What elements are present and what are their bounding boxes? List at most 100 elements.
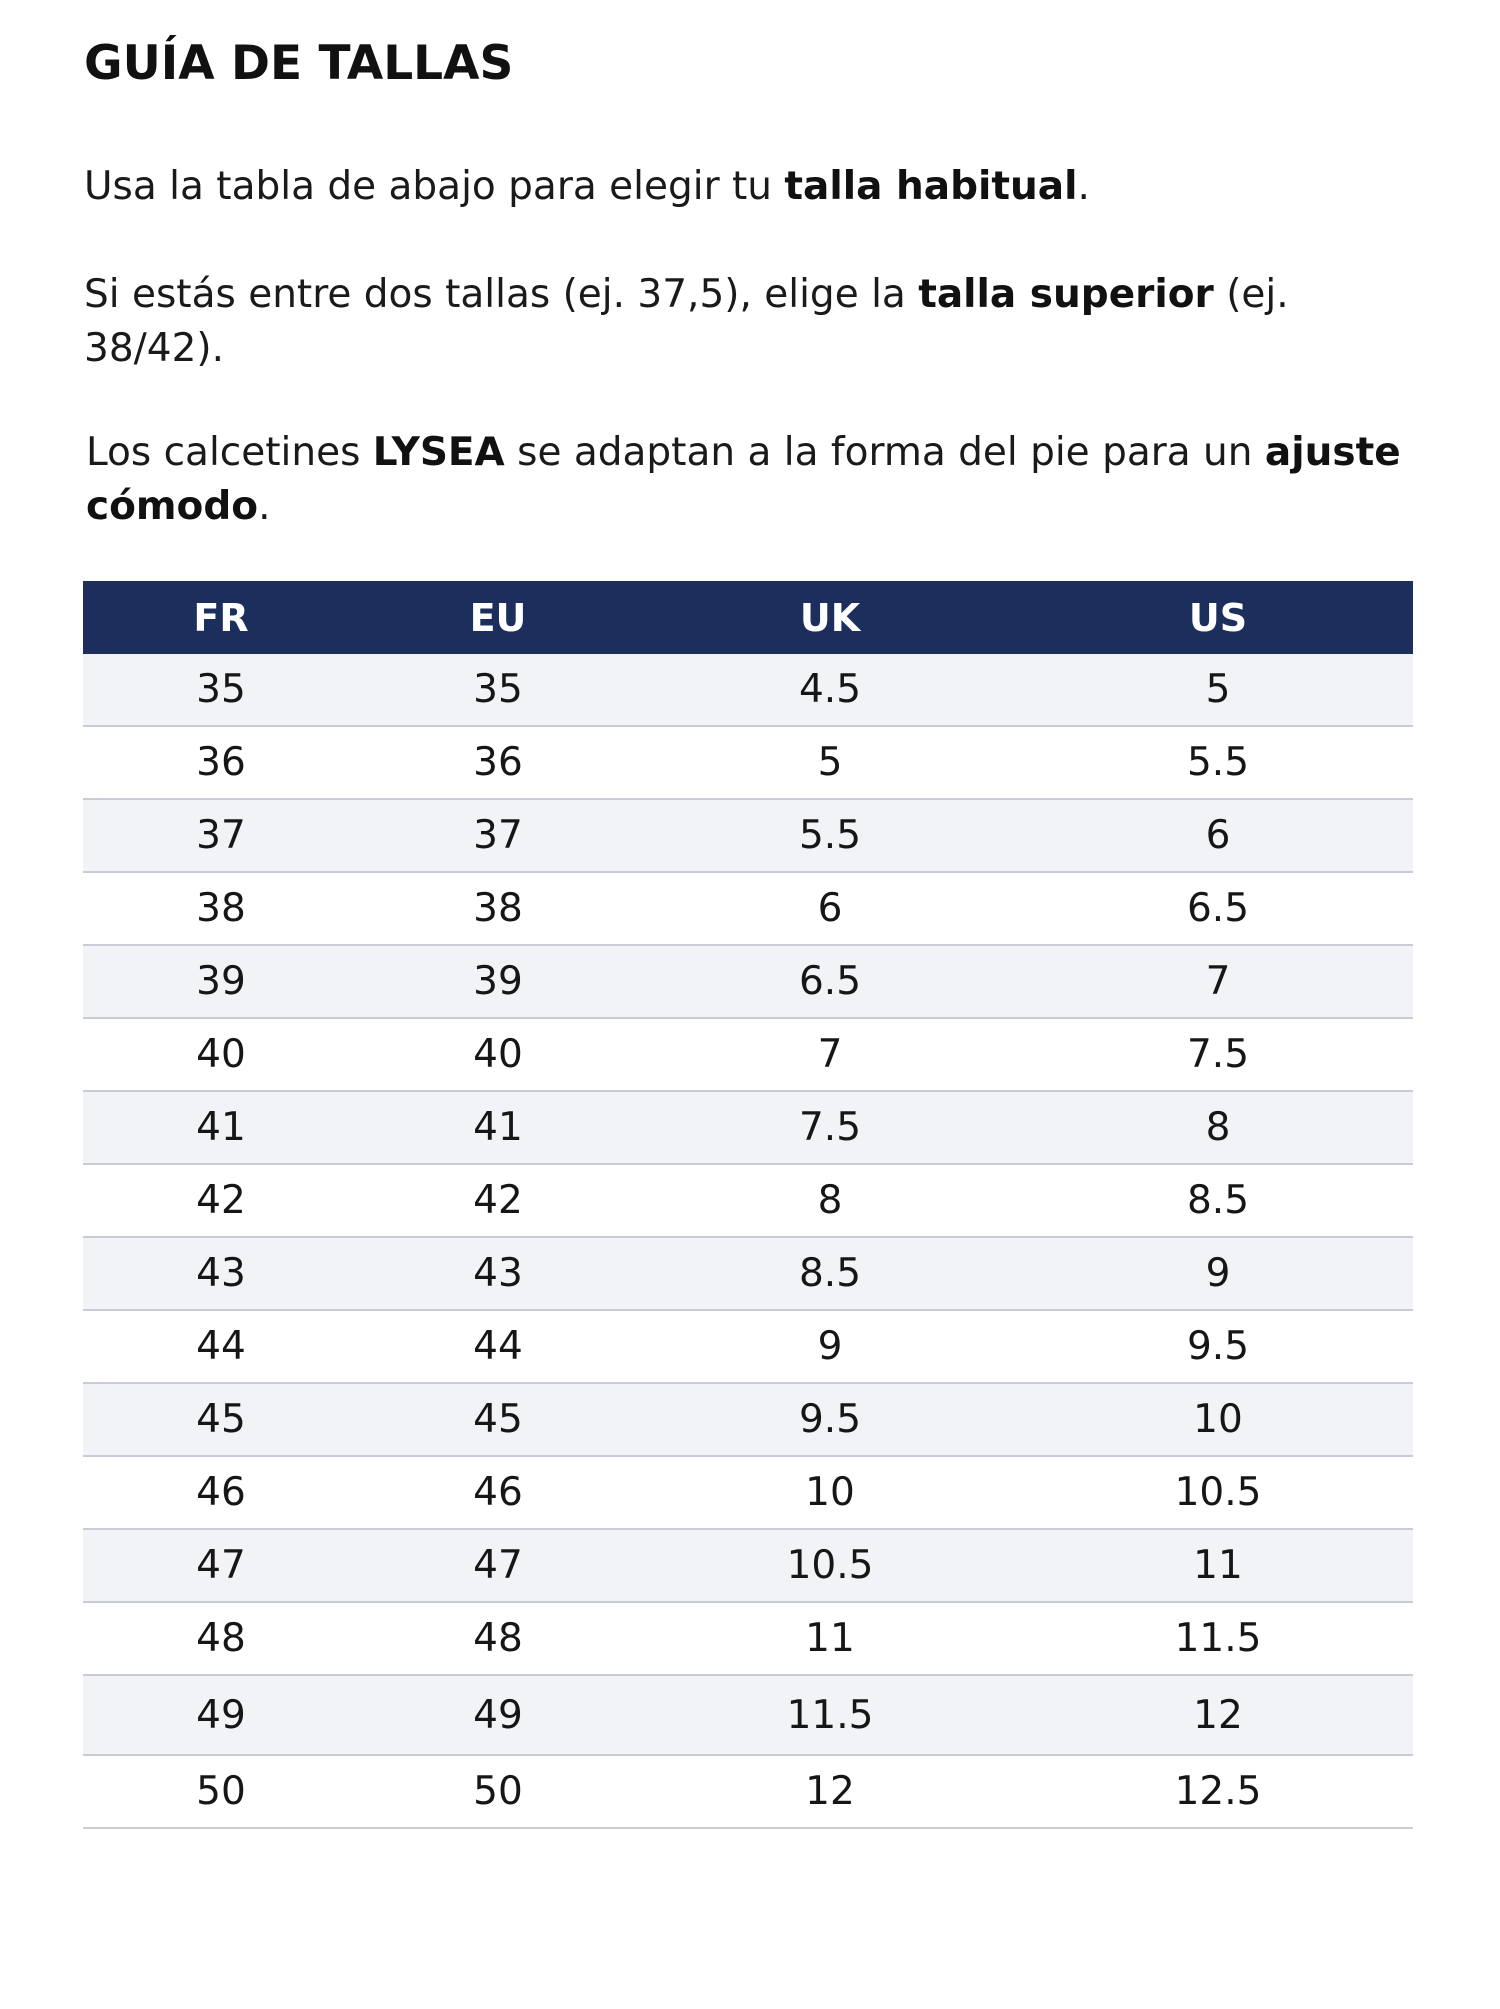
table-row: 42 42 8 8.5 (83, 1164, 1413, 1238)
between-sizes-emphasis: talla superior (918, 272, 1214, 317)
cell-us: 11.5 (1023, 1602, 1413, 1676)
cell-fr: 41 (83, 1091, 359, 1165)
cell-fr: 44 (83, 1310, 359, 1384)
intro-paragraph: Usa la tabla de abajo para elegir tu tal… (84, 160, 1424, 214)
cell-eu: 43 (359, 1237, 637, 1311)
cell-eu: 36 (359, 726, 637, 800)
cell-eu: 50 (359, 1755, 637, 1829)
cell-us: 8 (1023, 1091, 1413, 1165)
page-title: GUÍA DE TALLAS (84, 36, 514, 91)
fit-text-middle: se adaptan a la forma del pie para un (504, 430, 1265, 475)
fit-text: Los calcetines (86, 430, 373, 475)
cell-uk: 11 (637, 1602, 1023, 1676)
cell-fr: 40 (83, 1018, 359, 1092)
cell-fr: 45 (83, 1383, 359, 1457)
cell-uk: 10.5 (637, 1529, 1023, 1603)
size-table: FR EU UK US 35 35 4.5 5 36 36 5 5.5 37 37 5.5 6 38 38… (83, 581, 1413, 1829)
cell-us: 11 (1023, 1529, 1413, 1603)
cell-fr: 36 (83, 726, 359, 800)
cell-us: 7.5 (1023, 1018, 1413, 1092)
cell-fr: 43 (83, 1237, 359, 1311)
table-row: 48 48 11 11.5 (83, 1602, 1413, 1676)
header-uk: UK (637, 581, 1023, 654)
table-row: 47 47 10.5 11 (83, 1529, 1413, 1603)
cell-fr: 50 (83, 1755, 359, 1829)
table-row: 36 36 5 5.5 (83, 726, 1413, 800)
intro-text-end: . (1077, 164, 1090, 209)
cell-uk: 6 (637, 872, 1023, 946)
cell-uk: 4.5 (637, 654, 1023, 727)
cell-us: 12 (1023, 1675, 1413, 1756)
between-sizes-text: Si estás entre dos tallas (ej. 37,5), el… (84, 272, 919, 317)
table-row: 39 39 6.5 7 (83, 945, 1413, 1019)
cell-us: 5.5 (1023, 726, 1413, 800)
cell-us: 7 (1023, 945, 1413, 1019)
cell-uk: 8.5 (637, 1237, 1023, 1311)
fit-emphasis: ajuste cómodo (86, 430, 1401, 529)
brand-name: LYSEA (372, 430, 505, 475)
table-row: 45 45 9.5 10 (83, 1383, 1413, 1457)
table-row: 41 41 7.5 8 (83, 1091, 1413, 1165)
cell-us: 9.5 (1023, 1310, 1413, 1384)
cell-us: 12.5 (1023, 1755, 1413, 1829)
cell-uk: 10 (637, 1456, 1023, 1530)
cell-eu: 42 (359, 1164, 637, 1238)
cell-uk: 8 (637, 1164, 1023, 1238)
table-row: 43 43 8.5 9 (83, 1237, 1413, 1311)
cell-fr: 37 (83, 799, 359, 873)
cell-eu: 46 (359, 1456, 637, 1530)
cell-us: 10 (1023, 1383, 1413, 1457)
cell-uk: 9 (637, 1310, 1023, 1384)
cell-us: 6 (1023, 799, 1413, 873)
cell-us: 8.5 (1023, 1164, 1413, 1238)
cell-us: 10.5 (1023, 1456, 1413, 1530)
between-sizes-text-end: (ej. 38/42). (84, 272, 1289, 371)
cell-uk: 11.5 (637, 1675, 1023, 1756)
header-us: US (1023, 581, 1413, 654)
cell-eu: 37 (359, 799, 637, 873)
table-row: 38 38 6 6.5 (83, 872, 1413, 946)
fit-text-end: . (258, 484, 271, 529)
cell-eu: 49 (359, 1675, 637, 1756)
cell-uk: 7.5 (637, 1091, 1023, 1165)
cell-uk: 7 (637, 1018, 1023, 1092)
intro-emphasis: talla habitual (784, 164, 1078, 209)
table-row: 37 37 5.5 6 (83, 799, 1413, 873)
cell-fr: 39 (83, 945, 359, 1019)
table-row: 50 50 12 12.5 (83, 1755, 1413, 1829)
cell-fr: 42 (83, 1164, 359, 1238)
table-row: 46 46 10 10.5 (83, 1456, 1413, 1530)
cell-eu: 48 (359, 1602, 637, 1676)
table-row: 44 44 9 9.5 (83, 1310, 1413, 1384)
table-row: 35 35 4.5 5 (83, 654, 1413, 727)
table-row: 49 49 11.5 12 (83, 1675, 1413, 1756)
cell-eu: 38 (359, 872, 637, 946)
cell-eu: 47 (359, 1529, 637, 1603)
cell-uk: 9.5 (637, 1383, 1023, 1457)
table-header-row: FR EU UK US (83, 581, 1413, 654)
cell-us: 9 (1023, 1237, 1413, 1311)
cell-eu: 35 (359, 654, 637, 727)
cell-uk: 12 (637, 1755, 1023, 1829)
cell-eu: 41 (359, 1091, 637, 1165)
cell-fr: 47 (83, 1529, 359, 1603)
cell-uk: 6.5 (637, 945, 1023, 1019)
cell-us: 6.5 (1023, 872, 1413, 946)
cell-eu: 40 (359, 1018, 637, 1092)
cell-fr: 35 (83, 654, 359, 727)
cell-eu: 44 (359, 1310, 637, 1384)
cell-eu: 39 (359, 945, 637, 1019)
cell-uk: 5 (637, 726, 1023, 800)
cell-fr: 49 (83, 1675, 359, 1756)
cell-fr: 38 (83, 872, 359, 946)
fit-paragraph: Los calcetines LYSEA se adaptan a la for… (86, 426, 1426, 534)
cell-fr: 48 (83, 1602, 359, 1676)
cell-us: 5 (1023, 654, 1413, 727)
intro-text: Usa la tabla de abajo para elegir tu (84, 164, 785, 209)
table-body: 35 35 4.5 5 36 36 5 5.5 37 37 5.5 6 38 38 6 6.5 39 39 6.5 7… (83, 654, 1413, 1829)
cell-eu: 45 (359, 1383, 637, 1457)
header-eu: EU (359, 581, 637, 654)
cell-uk: 5.5 (637, 799, 1023, 873)
cell-fr: 46 (83, 1456, 359, 1530)
